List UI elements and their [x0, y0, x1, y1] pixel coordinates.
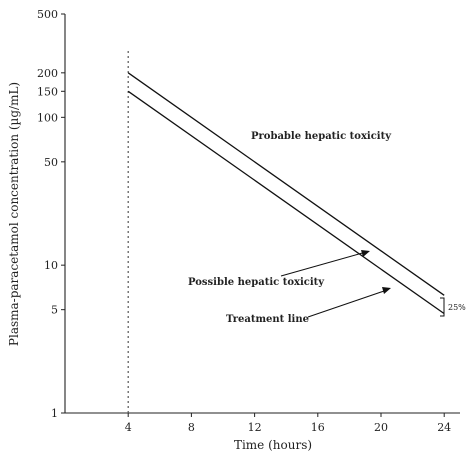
y-tick-label: 10 — [44, 259, 58, 272]
y-tick-label: 200 — [37, 67, 58, 80]
x-tick-label: 16 — [311, 421, 325, 434]
y-tick-label: 150 — [37, 85, 58, 98]
arrow-possible — [280, 251, 367, 277]
y-tick-label: 5 — [51, 304, 58, 317]
axes — [64, 14, 460, 414]
annotation-treatment: Treatment line — [226, 314, 309, 325]
series-line-upper — [127, 72, 445, 296]
percent-bracket — [440, 297, 445, 317]
x-tick-label: 8 — [188, 421, 195, 434]
y-axis-title: Plasma-paracetamol concentration (µg/mL) — [7, 82, 21, 346]
x-tick-label: 20 — [374, 421, 388, 434]
x-tick-label: 4 — [125, 421, 132, 434]
y-axis-ticks: 1 5 10 50 100 150 200 500 — [37, 8, 65, 420]
arrow-treatment-head — [382, 287, 391, 294]
x-axis-title: Time (hours) — [234, 438, 312, 452]
y-tick-label: 100 — [37, 111, 58, 124]
x-tick-label: 12 — [248, 421, 262, 434]
y-tick-label: 50 — [44, 156, 58, 169]
annotation-possible: Possible hepatic toxicity — [188, 277, 325, 288]
series-line-treatment — [127, 90, 445, 315]
x-tick-label: 24 — [437, 421, 451, 434]
arrow-possible-head — [361, 250, 370, 257]
annotation-percent: 25% — [448, 303, 466, 312]
x-axis-ticks: 4 8 12 16 20 24 — [125, 413, 451, 434]
y-tick-label: 500 — [37, 8, 58, 21]
annotation-probable: Probable hepatic toxicity — [251, 131, 392, 142]
series-group — [127, 51, 445, 413]
arrow-treatment — [307, 289, 388, 318]
y-tick-label: 1 — [51, 407, 58, 420]
